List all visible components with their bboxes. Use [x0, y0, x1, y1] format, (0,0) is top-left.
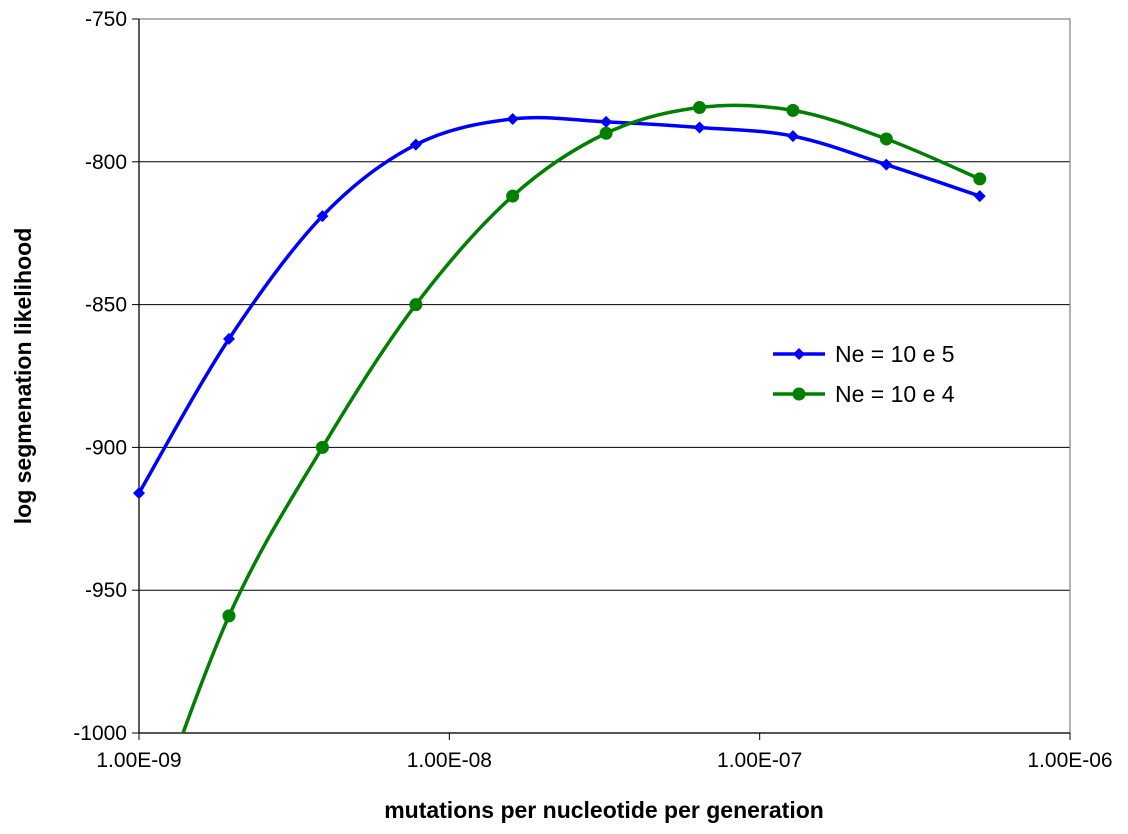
legend-label-series-2: Ne = 10 e 4 — [835, 381, 955, 407]
x-axis-title: mutations per nucleotide per generation — [384, 797, 824, 823]
y-tick-label: -750 — [85, 8, 127, 31]
y-tick-label: -950 — [85, 579, 127, 602]
data-point-series-1 — [506, 112, 519, 125]
data-point-series-1 — [600, 115, 613, 128]
legend-item-series-1: Ne = 10 e 5 — [773, 341, 955, 367]
data-point-series-1 — [973, 190, 986, 203]
data-point-series-1 — [133, 487, 145, 500]
x-tick-label: 1.00E-09 — [96, 749, 181, 772]
data-point-series-2 — [506, 189, 520, 203]
y-tick-label: -850 — [85, 294, 127, 317]
data-point-series-1 — [786, 130, 799, 143]
y-tick-label: -1000 — [73, 722, 127, 745]
x-tick-label: 1.00E-07 — [717, 749, 802, 772]
y-axis-title: log segmenation likelihood — [10, 228, 36, 524]
data-point-series-2 — [222, 609, 236, 623]
x-tick-label: 1.00E-08 — [407, 749, 492, 772]
series-line-2 — [181, 103, 982, 733]
legend-circle-marker-icon — [792, 387, 806, 401]
gridlines — [139, 161, 1070, 591]
legend: Ne = 10 e 5 Ne = 10 e 4 — [773, 341, 955, 407]
x-tick-label: 1.00E-06 — [1027, 749, 1112, 772]
y-tick-label: -900 — [85, 436, 127, 459]
data-point-series-1 — [880, 158, 893, 171]
data-point-series-2 — [973, 172, 987, 186]
legend-label-series-1: Ne = 10 e 5 — [835, 341, 955, 367]
data-point-series-2 — [315, 440, 329, 454]
y-tick-label: -800 — [85, 151, 127, 174]
data-point-series-1 — [223, 332, 236, 345]
legend-item-series-2: Ne = 10 e 4 — [773, 381, 955, 407]
data-point-series-1 — [316, 210, 329, 223]
markers-layer — [133, 101, 987, 623]
legend-diamond-marker-icon — [793, 348, 805, 360]
data-point-series-2 — [879, 132, 893, 146]
data-point-series-2 — [786, 103, 800, 117]
data-point-series-2 — [599, 126, 613, 140]
data-point-series-1 — [693, 121, 706, 134]
data-point-series-2 — [409, 298, 423, 312]
data-point-series-1 — [409, 138, 422, 151]
axes: -750 -800 -850 -900 -950 -1000 1.00E-09 1.00E-0… — [73, 8, 1112, 772]
data-point-series-2 — [693, 101, 707, 115]
